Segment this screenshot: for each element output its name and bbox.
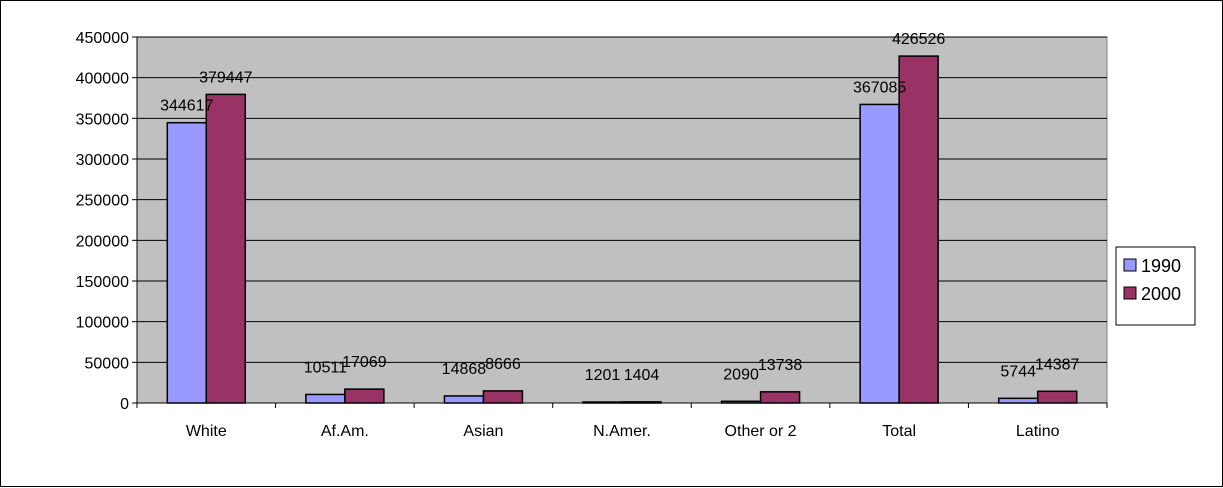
data-label: 1404	[624, 367, 660, 384]
bar-2000-asian	[482, 390, 524, 404]
bar-1990-af-am-	[305, 393, 346, 404]
x-tick-labels: White Af.Am. Asian N.Amer. Other or 2 Total La…	[186, 423, 1060, 440]
legend-swatch-1990	[1123, 258, 1137, 272]
data-label: 2090	[723, 366, 759, 383]
legend-label-2000: 2000	[1141, 284, 1181, 304]
axes	[132, 36, 1108, 408]
data-label: 8666	[485, 356, 521, 373]
bar-1990-latino	[997, 397, 1039, 404]
data-label: 14387	[1035, 356, 1080, 373]
x-tick-label: White	[186, 423, 227, 440]
bar-2000-total	[898, 55, 939, 404]
legend-label-1990: 1990	[1141, 256, 1181, 276]
data-label: 14868	[442, 361, 487, 378]
y-tick-label: 100000	[76, 315, 129, 332]
legend: 1990 2000	[1115, 246, 1196, 326]
x-tick-label: Latino	[1016, 423, 1060, 440]
y-tick-label: 450000	[76, 30, 129, 47]
bar-1990-total	[859, 103, 900, 404]
data-label: 10511	[304, 359, 347, 376]
x-tick-label: Af.Am.	[321, 423, 369, 440]
x-tick-label: Asian	[463, 423, 503, 440]
y-tick-label: 400000	[76, 71, 129, 88]
y-tick-label: 250000	[76, 193, 129, 210]
bar-1990-white	[166, 121, 208, 404]
y-tick-label: 300000	[76, 152, 129, 169]
y-tick-label: 200000	[76, 233, 129, 250]
y-tick-label: 150000	[76, 274, 129, 291]
legend-swatch-2000	[1123, 286, 1137, 300]
bar-2000-latino	[1036, 390, 1078, 404]
bar-2000-white	[205, 93, 247, 404]
y-tick-label: 350000	[76, 111, 129, 128]
data-label: 426526	[892, 31, 945, 48]
y-tick-label: 0	[120, 396, 129, 413]
x-tick-label: Total	[882, 423, 916, 440]
y-tick-labels: 0 50000 100000 150000 200000 250000 300000 3500…	[76, 30, 129, 413]
data-label: 1201	[585, 367, 621, 384]
data-label: 17069	[342, 354, 387, 371]
bar-1990-asian	[443, 395, 485, 404]
x-tick-label: Other or 2	[725, 423, 797, 440]
x-tick-label: N.Amer.	[593, 423, 651, 440]
data-label: 5744	[1000, 363, 1036, 380]
data-label: 379447	[199, 69, 252, 86]
data-label: 344617	[160, 98, 213, 115]
bar-2000-af-am-	[344, 388, 385, 404]
plot-area	[136, 36, 1108, 404]
gridlines	[137, 36, 1107, 363]
y-tick-label: 50000	[85, 355, 130, 372]
bar-2000-other-or-2	[759, 391, 801, 404]
data-label: 13738	[758, 357, 803, 374]
data-label: 367085	[853, 79, 906, 96]
